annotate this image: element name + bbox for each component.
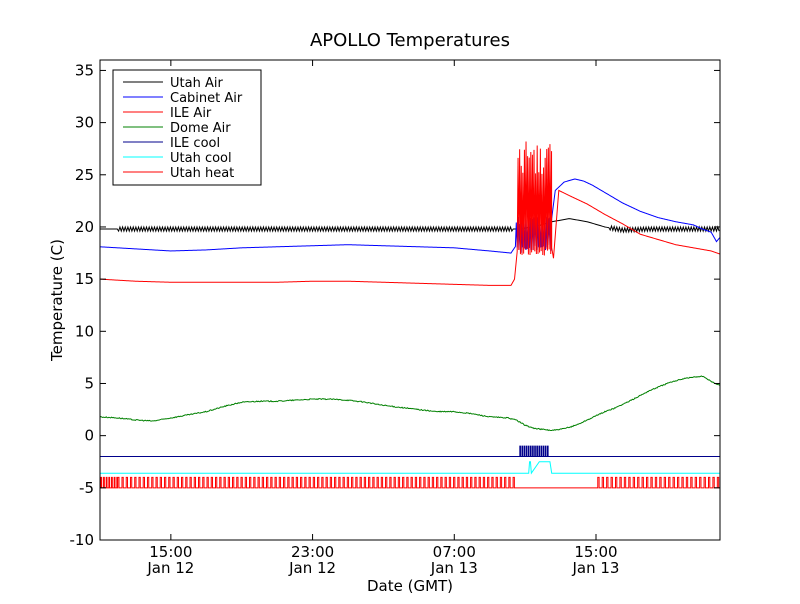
series-line-cabinet-air: [100, 178, 720, 254]
x-tick-date-label: Jan 12: [288, 559, 336, 577]
x-axis-label: Date (GMT): [367, 577, 453, 595]
legend-label-ile-cool: ILE cool: [170, 136, 220, 151]
y-tick-label: -10: [70, 531, 95, 549]
y-tick-label: 10: [75, 322, 94, 340]
series-line-utah-cool: [100, 461, 720, 475]
series-line-ile-cool: [100, 445, 720, 458]
x-tick-time-label: 07:00: [433, 543, 476, 561]
legend-label-utah-cool: Utah cool: [170, 151, 232, 166]
x-tick-time-label: 23:00: [291, 543, 334, 561]
series-line-utah-heat: [100, 476, 720, 489]
y-tick-label: 5: [84, 374, 94, 392]
legend-label-cabinet-air: Cabinet Air: [170, 91, 243, 106]
y-tick-label: 30: [75, 114, 94, 132]
x-tick-date-label: Jan 13: [572, 559, 620, 577]
legend-label-dome-air: Dome Air: [170, 121, 231, 136]
series-line-dome-air: [100, 375, 720, 432]
legend-label-ile-air: ILE Air: [170, 106, 212, 121]
series-layer: [100, 141, 720, 489]
y-tick-label: -5: [79, 479, 94, 497]
y-tick-label: 25: [75, 166, 94, 184]
y-tick-label: 35: [75, 61, 94, 79]
plot-frame: [99, 59, 721, 541]
legend-label-utah-air: Utah Air: [170, 76, 223, 91]
y-tick-label: 20: [75, 218, 94, 236]
series-line-ile-air: [100, 141, 720, 286]
series-line-utah-air: [100, 218, 720, 234]
x-tick-time-label: 15:00: [574, 543, 617, 561]
legend-label-utah-heat: Utah heat: [170, 166, 234, 181]
y-tick-label: 0: [84, 427, 94, 445]
y-axis-label: Temperature (C): [48, 239, 66, 362]
chart-title: APOLLO Temperatures: [310, 30, 510, 51]
y-tick-label: 15: [75, 270, 94, 288]
x-tick-time-label: 15:00: [149, 543, 192, 561]
x-tick-date-label: Jan 12: [146, 559, 194, 577]
x-tick-date-label: Jan 13: [430, 559, 478, 577]
